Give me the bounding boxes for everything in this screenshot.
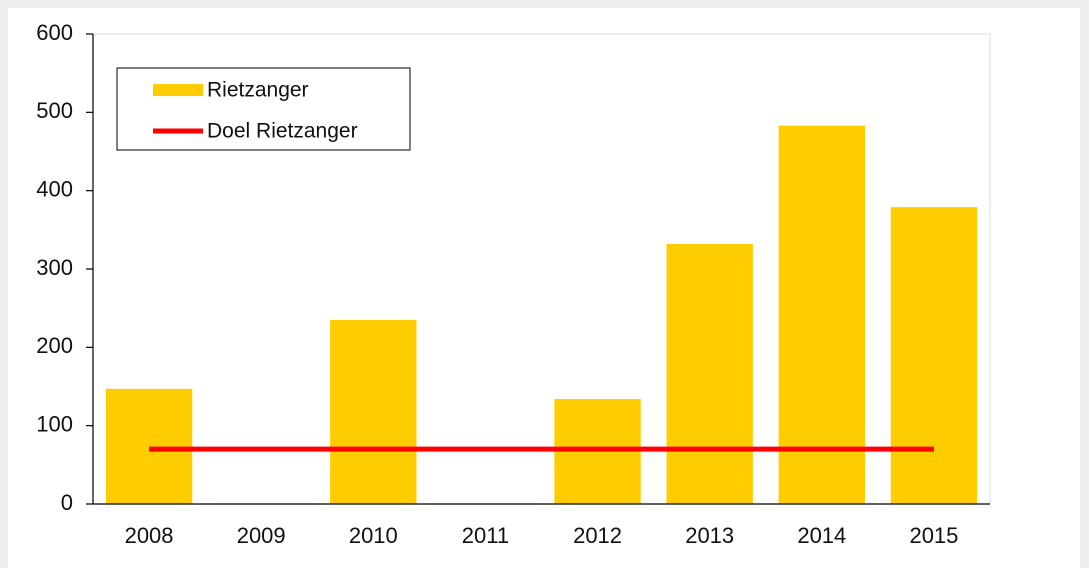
bar xyxy=(890,207,978,504)
bar xyxy=(330,319,417,504)
x-tick-label: 2010 xyxy=(349,523,398,548)
y-tick-label: 200 xyxy=(36,333,73,358)
bar xyxy=(105,388,193,504)
y-tick-label: 0 xyxy=(61,490,73,515)
bar xyxy=(778,125,865,505)
x-tick-label: 2008 xyxy=(125,523,174,548)
y-tick-label: 600 xyxy=(36,20,73,45)
y-tick-label: 400 xyxy=(36,176,73,201)
y-tick-label: 100 xyxy=(36,411,73,436)
y-tick-label: 300 xyxy=(36,255,73,280)
legend-swatch xyxy=(153,84,203,96)
bar xyxy=(666,243,753,504)
x-tick-label: 2013 xyxy=(685,523,734,548)
x-tick-label: 2012 xyxy=(573,523,622,548)
legend-label: Doel Rietzanger xyxy=(207,120,358,143)
x-tick-label: 2009 xyxy=(237,523,286,548)
legend-label: Rietzanger xyxy=(207,79,309,102)
x-tick-label: 2011 xyxy=(462,523,509,548)
x-tick-label: 2014 xyxy=(797,523,846,548)
legend-box xyxy=(116,67,411,151)
x-tick-label: 2015 xyxy=(909,523,958,548)
y-tick-label: 500 xyxy=(36,98,73,123)
